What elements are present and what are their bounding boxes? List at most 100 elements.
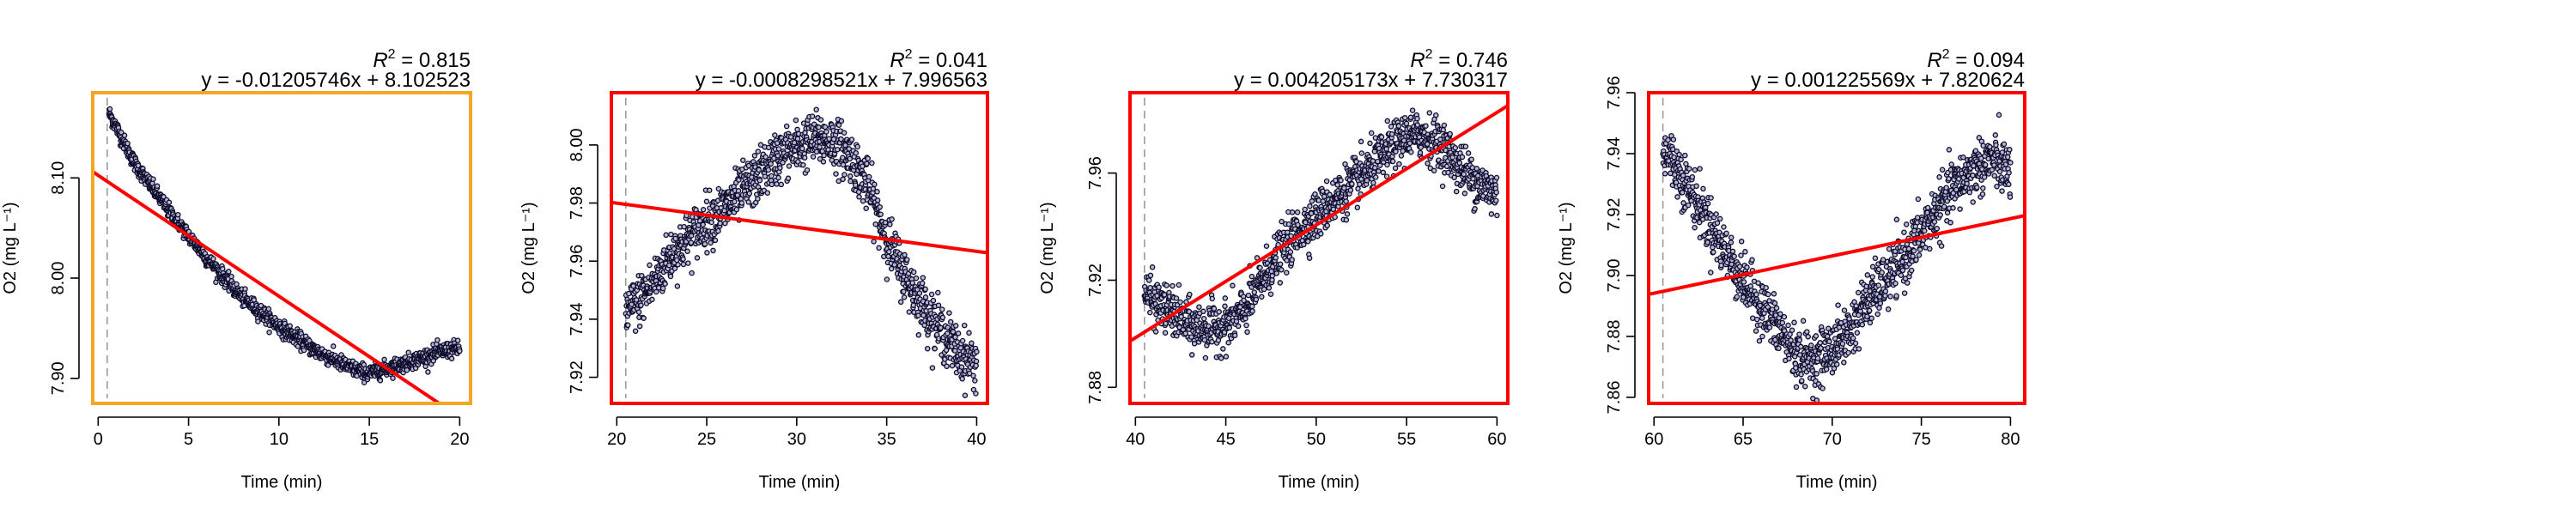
data-point bbox=[1982, 161, 1989, 168]
data-point bbox=[801, 154, 808, 161]
data-point bbox=[949, 362, 956, 369]
data-point bbox=[1779, 319, 1786, 326]
x-tick-label: 60 bbox=[1644, 430, 1663, 449]
data-point bbox=[1665, 136, 1671, 143]
data-point bbox=[922, 294, 929, 300]
data-point bbox=[1723, 230, 1729, 237]
y-tick-label: 7.98 bbox=[568, 186, 586, 220]
y-tick-label: 7.92 bbox=[1086, 264, 1105, 297]
data-point bbox=[1697, 166, 1703, 172]
data-point bbox=[1974, 185, 1980, 191]
data-point bbox=[1947, 220, 1953, 226]
data-point bbox=[1367, 140, 1373, 147]
x-tick-label: 60 bbox=[1487, 430, 1506, 449]
data-point bbox=[1765, 291, 1771, 298]
data-point bbox=[1354, 204, 1361, 211]
data-point bbox=[1370, 158, 1376, 164]
data-point bbox=[2008, 160, 2014, 166]
data-point bbox=[680, 256, 686, 263]
data-point bbox=[947, 318, 954, 325]
data-point bbox=[1423, 123, 1429, 129]
data-point bbox=[920, 275, 927, 281]
data-point bbox=[1284, 258, 1290, 264]
data-point bbox=[1147, 284, 1153, 291]
regression-equation: y = 0.004205173x + 7.730317 bbox=[1234, 69, 1508, 92]
data-point bbox=[959, 337, 966, 344]
data-point bbox=[434, 336, 440, 343]
x-axis-label: Time (min) bbox=[1796, 473, 1878, 492]
data-point bbox=[961, 322, 968, 329]
data-point bbox=[251, 297, 258, 303]
data-point bbox=[1384, 118, 1391, 124]
x-tick-label: 50 bbox=[1307, 430, 1326, 449]
data-point bbox=[1700, 185, 1706, 192]
data-point bbox=[228, 273, 234, 280]
data-point bbox=[1791, 319, 1797, 326]
data-point bbox=[972, 378, 978, 384]
data-point bbox=[1696, 219, 1703, 226]
data-point bbox=[920, 312, 927, 318]
data-point bbox=[626, 290, 632, 297]
data-point bbox=[1728, 239, 1735, 245]
data-point bbox=[1162, 330, 1169, 336]
r-squared-label: R2 = 0.041 bbox=[890, 47, 987, 72]
data-point bbox=[756, 177, 763, 184]
data-point bbox=[1215, 337, 1222, 343]
data-point bbox=[1173, 295, 1180, 301]
data-point bbox=[1869, 274, 1875, 280]
data-point bbox=[1855, 289, 1862, 296]
data-point bbox=[653, 288, 659, 295]
data-point bbox=[1473, 166, 1480, 172]
data-point bbox=[118, 129, 125, 136]
x-tick-label: 35 bbox=[878, 430, 896, 449]
data-point bbox=[688, 239, 695, 245]
data-point bbox=[817, 143, 823, 150]
data-point bbox=[1804, 329, 1810, 335]
data-point bbox=[746, 191, 753, 197]
data-point bbox=[1960, 154, 1966, 161]
x-tick-label: 65 bbox=[1734, 430, 1753, 449]
data-point bbox=[1433, 112, 1439, 118]
data-point bbox=[1230, 282, 1236, 289]
data-points bbox=[1660, 112, 2014, 403]
data-point bbox=[1235, 323, 1242, 330]
data-point bbox=[1209, 295, 1216, 302]
data-point bbox=[704, 250, 710, 256]
data-point bbox=[1288, 233, 1294, 239]
data-point bbox=[969, 340, 975, 347]
data-point bbox=[826, 136, 832, 142]
data-point bbox=[1218, 355, 1224, 361]
data-point bbox=[1839, 341, 1846, 347]
data-point bbox=[1259, 294, 1265, 300]
data-point bbox=[1447, 130, 1453, 137]
data-point bbox=[2004, 154, 2011, 161]
data-point bbox=[1834, 346, 1841, 352]
data-point bbox=[1742, 249, 1748, 255]
data-point bbox=[1852, 340, 1859, 347]
y-tick-label: 7.94 bbox=[568, 302, 586, 336]
data-point bbox=[791, 139, 798, 146]
plot-frame bbox=[1647, 91, 2026, 405]
data-point bbox=[1277, 261, 1284, 267]
data-point bbox=[1946, 176, 1952, 182]
data-point bbox=[1343, 198, 1349, 204]
data-point bbox=[287, 323, 293, 329]
data-point bbox=[1302, 206, 1308, 213]
data-point bbox=[1330, 206, 1337, 213]
y-tick-label: 7.96 bbox=[568, 245, 586, 278]
data-point bbox=[1273, 270, 1280, 276]
data-point bbox=[1859, 321, 1866, 328]
data-point bbox=[1392, 165, 1399, 172]
data-point bbox=[1953, 186, 1959, 193]
data-point bbox=[1793, 365, 1799, 371]
data-point bbox=[1441, 122, 1448, 129]
data-point bbox=[1798, 343, 1804, 350]
data-point bbox=[1170, 282, 1176, 289]
data-point bbox=[1879, 270, 1885, 276]
data-point bbox=[1303, 219, 1309, 226]
data-point bbox=[1358, 150, 1365, 156]
data-point bbox=[1999, 149, 2006, 155]
data-point bbox=[647, 262, 653, 269]
y-tick-label: 7.88 bbox=[1086, 371, 1105, 404]
data-point bbox=[1327, 191, 1333, 198]
